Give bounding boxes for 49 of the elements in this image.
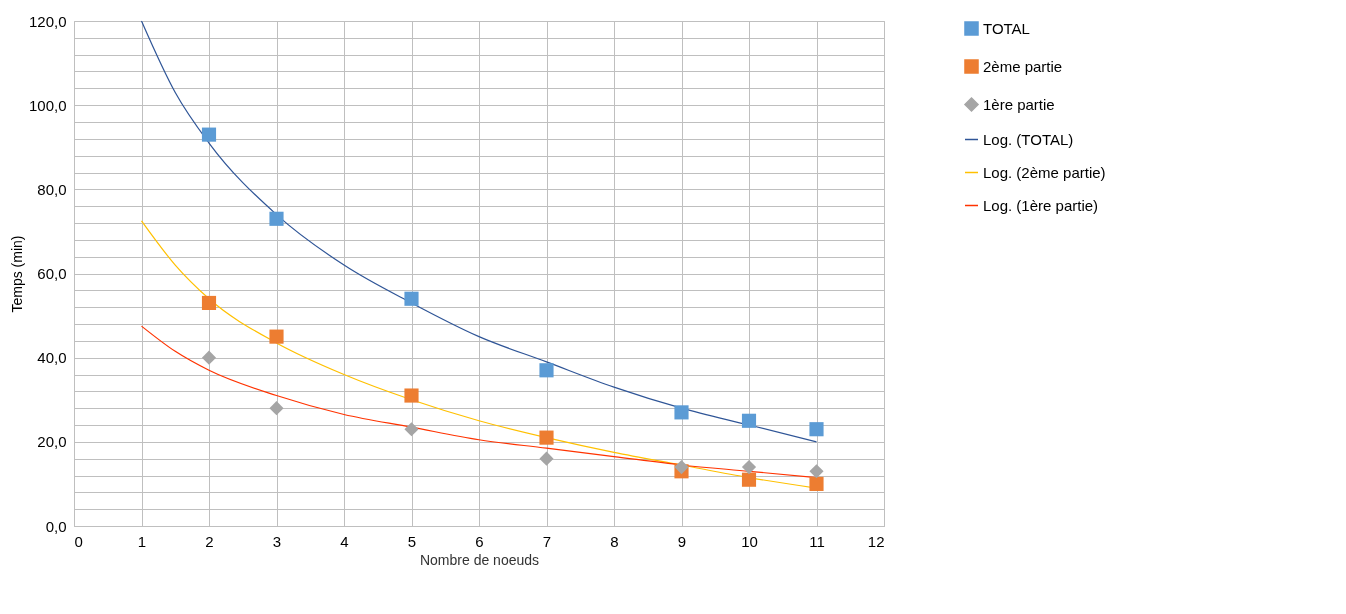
point [809, 464, 824, 479]
line-series [140, 20, 818, 443]
point [404, 388, 419, 403]
x-tick-label: 11 [809, 532, 825, 550]
x-tick-label: 6 [475, 532, 484, 550]
x-tick-label: 8 [610, 532, 619, 550]
y-tick-label: 80,0 [37, 180, 67, 198]
point [269, 211, 284, 226]
legend-label: Log. (2ème partie) [983, 163, 1106, 181]
legend-label: TOTAL [983, 19, 1030, 37]
point [201, 350, 217, 365]
point [269, 329, 284, 344]
point [404, 291, 419, 306]
point [539, 363, 554, 378]
point [269, 401, 284, 416]
x-tick-label: 2 [205, 532, 214, 550]
x-tick-label: 10 [741, 532, 758, 550]
point [539, 430, 554, 445]
y-tick-label: 60,0 [37, 265, 67, 282]
y-tick-label: 20,0 [37, 433, 67, 451]
legend-label: 2ème partie [983, 57, 1063, 75]
x-tick-label: 1 [137, 532, 147, 550]
point [809, 422, 824, 437]
legend-label: 1ère partie [983, 95, 1055, 113]
y-tick-label: 40,0 [37, 349, 67, 367]
x-tick-label: 12 [867, 532, 885, 550]
y-tick-label: 100,0 [28, 96, 67, 114]
point [741, 413, 757, 428]
x-tick-label: 9 [677, 532, 687, 550]
x-tick-label: 5 [407, 532, 417, 550]
legend-label: Log. (TOTAL) [983, 130, 1074, 148]
x-tick-label: 7 [542, 532, 552, 550]
legend-label: Log. (1ère partie) [983, 196, 1099, 214]
point [674, 405, 689, 420]
x-tick-label: 3 [272, 532, 282, 550]
point [741, 460, 757, 475]
x-tick-label: 0 [74, 532, 83, 550]
x-axis-title: Nombre de noeuds [419, 551, 540, 568]
point [674, 460, 689, 475]
point [201, 295, 217, 311]
point [539, 451, 554, 466]
point [404, 422, 419, 437]
x-tick-label: 4 [340, 532, 349, 550]
y-tick-label: 120,0 [28, 12, 67, 30]
y-tick-label: 0,0 [45, 517, 67, 535]
point [201, 127, 217, 142]
y-axis-title: Temps (min) [8, 235, 25, 313]
point [741, 472, 757, 487]
point [809, 476, 824, 491]
